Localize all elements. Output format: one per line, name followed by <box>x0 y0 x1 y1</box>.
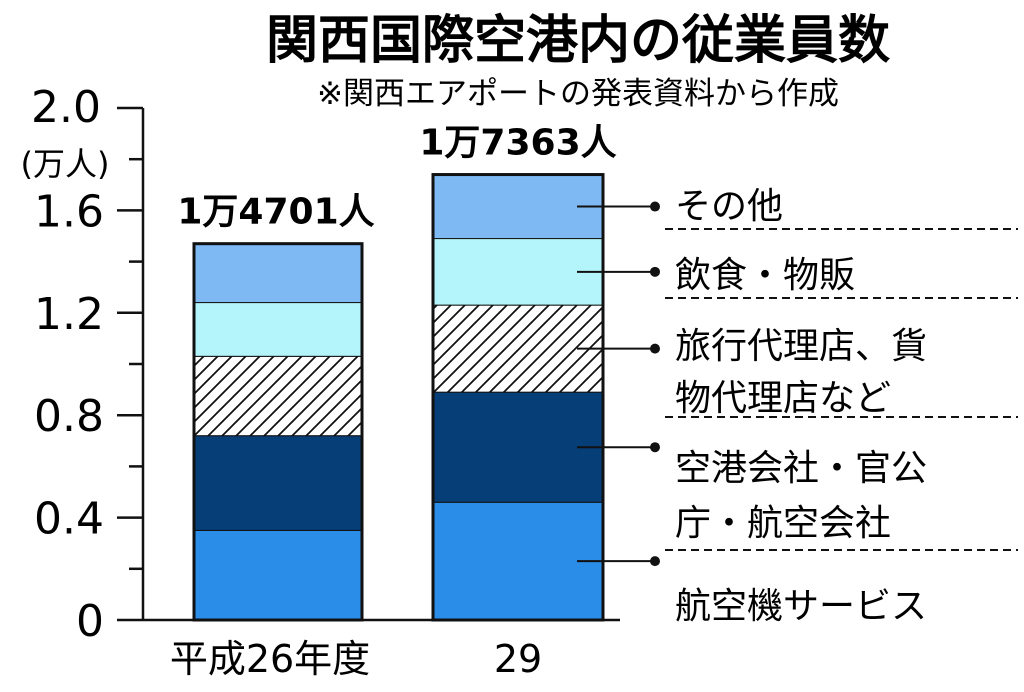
bar-segment <box>193 243 363 304</box>
y-axis: 2.0 1.6 1.2 0.8 0.4 0 <box>31 82 145 647</box>
legend-label: 旅行代理店、貨 <box>675 326 927 367</box>
bar-segment <box>432 304 604 393</box>
bar-segment <box>193 435 363 531</box>
bar-segment <box>193 302 363 357</box>
chart-subtitle: ※関西エアポートの発表資料から作成 <box>317 76 839 112</box>
y-tick-label: 1.2 <box>34 289 104 340</box>
legend-dot <box>650 442 660 453</box>
legend-label: 航空機サービス <box>675 586 927 627</box>
legend-dot <box>650 556 660 567</box>
y-axis-unit: (万人) <box>21 145 110 183</box>
legend-label: 飲食・物販 <box>675 255 855 296</box>
legend-dot <box>650 201 660 212</box>
y-tick-label: 0.8 <box>34 391 104 442</box>
legend-label: 庁・航空会社 <box>675 503 891 544</box>
bar-total-label: 1万4701人 <box>177 192 374 233</box>
bar-segment <box>193 529 363 621</box>
bar-total-label: 1万7363人 <box>419 123 616 164</box>
x-tick-label: 平成26年度 <box>170 637 370 681</box>
legend-dot <box>650 343 660 354</box>
bar-segment <box>193 355 363 437</box>
y-tick-label: 1.6 <box>34 186 104 237</box>
bar-segment <box>432 501 604 621</box>
bar-segment <box>432 174 604 240</box>
bar-segment <box>432 238 604 306</box>
legend-label: 物代理店など <box>675 378 891 419</box>
bars <box>143 173 620 622</box>
y-tick-label: 0 <box>76 596 104 647</box>
y-tick-label: 2.0 <box>31 82 101 133</box>
y-tick-label: 0.4 <box>34 494 104 545</box>
legend-label: 空港会社・官公 <box>675 448 927 489</box>
bar-labels: 平成26年度 1万4701人 29 1万7363人 <box>170 123 617 681</box>
legend-dot <box>650 266 660 277</box>
chart-title: 関西国際空港内の従業員数 <box>266 11 890 71</box>
x-tick-label: 29 <box>494 637 542 681</box>
legend-label: その他 <box>675 186 783 227</box>
